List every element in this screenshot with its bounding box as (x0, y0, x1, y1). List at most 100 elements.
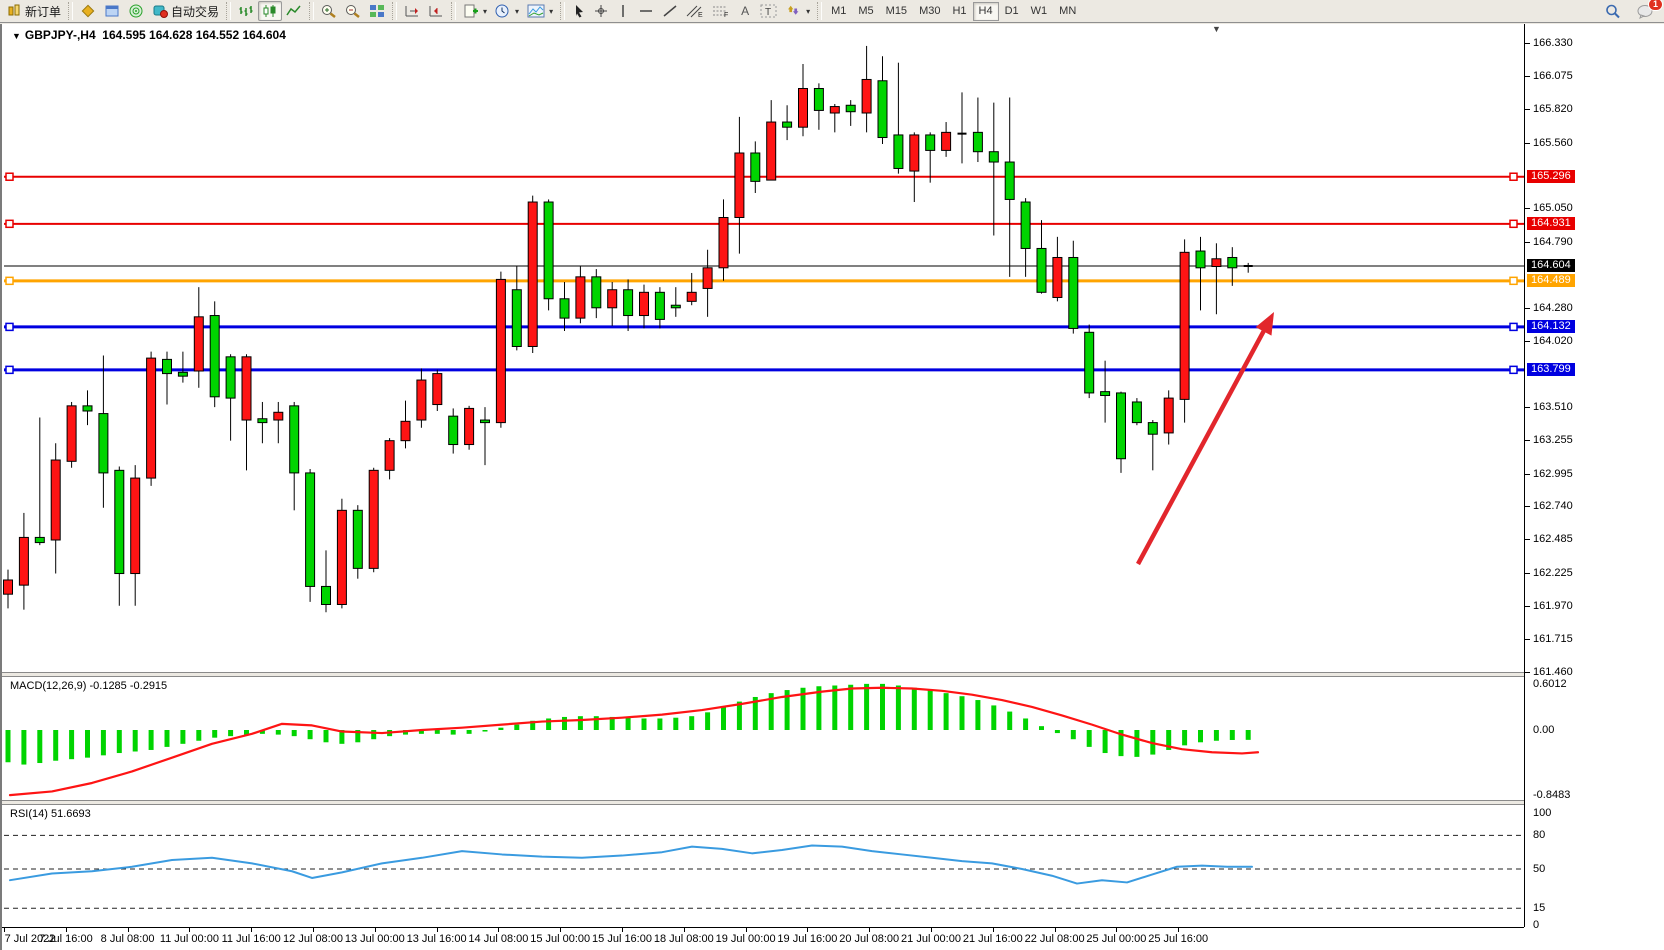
text-label-tool-button[interactable]: T (756, 1, 782, 21)
price-tick-mark (1525, 572, 1530, 574)
line-handle[interactable] (1509, 365, 1518, 375)
timeframe-button-W1[interactable]: W1 (1030, 5, 1048, 17)
timeframe-button-H4[interactable]: H4 (972, 1, 999, 21)
price-tick-label: 165.560 (1533, 136, 1573, 149)
channel-tool-button[interactable]: E (682, 1, 708, 21)
support-line-164132[interactable] (4, 322, 1524, 332)
chart-shift-icon (429, 6, 443, 17)
line-handle[interactable] (1509, 219, 1518, 229)
templates-button[interactable]: ▾ (459, 1, 491, 21)
line-handle[interactable] (1509, 172, 1518, 181)
toolbar-right: 1 (1601, 0, 1663, 21)
cursor-tool-button[interactable] (568, 1, 590, 21)
rsi-panel-canvas[interactable] (2, 805, 1524, 927)
price-axis[interactable]: 166.330 166.075 165.820 165.560 165.050 164.7… (1525, 24, 1664, 950)
chart-shift-marker[interactable]: ▼ (1212, 24, 1221, 34)
timeframe-button-M5[interactable]: M5 (858, 5, 874, 17)
periods-button[interactable]: ▾ (491, 1, 523, 21)
time-label: 19 Jul 00:00 (715, 933, 776, 945)
new-order-label: 新订单 (25, 4, 62, 19)
time-axis-divider (2, 927, 1524, 928)
new-order-button[interactable]: 新订单 (4, 1, 65, 21)
candle (241, 354, 252, 471)
collapse-triangle-icon[interactable]: ▼ (12, 31, 21, 41)
market-watch-button[interactable] (124, 1, 148, 21)
zoom-in-button[interactable] (317, 1, 341, 21)
resistance-line-165296[interactable] (4, 172, 1524, 181)
line-handle[interactable] (5, 322, 14, 332)
notifications-button[interactable]: 1 (1633, 0, 1663, 21)
line-handle[interactable] (5, 276, 14, 286)
candle (146, 351, 157, 486)
time-axis[interactable]: 7 Jul 2022 7 Jul 16:00 8 Jul 08:00 11 Jul 0… (2, 928, 1524, 950)
rsi-scale-label: 50 (1533, 863, 1546, 875)
candle (18, 512, 29, 610)
chart-windows-button[interactable] (100, 1, 124, 21)
macd-panel-canvas[interactable] (2, 677, 1524, 800)
time-tick-mark (498, 928, 500, 932)
bar-chart-button[interactable] (234, 1, 258, 21)
candle (607, 281, 618, 326)
line-handle[interactable] (5, 219, 14, 229)
line-handle[interactable] (5, 172, 14, 181)
price-tick-mark (1525, 341, 1530, 343)
horizontal-line-icon (640, 10, 653, 12)
time-label: 25 Jul 00:00 (1086, 933, 1147, 945)
macd-panel-divider[interactable] (2, 672, 1664, 677)
rsi-scale-label: 100 (1533, 807, 1552, 819)
zoom-out-icon (346, 5, 360, 18)
rsi-scale-label: 0 (1533, 919, 1540, 931)
toolbar-separator (560, 2, 566, 20)
fibonacci-tool-button[interactable]: F (708, 1, 734, 21)
chart-window[interactable]: ▼ GBPJPY-,H4 164.595 164.628 164.552 164.… (0, 24, 1664, 950)
rsi-scale-label: 80 (1533, 829, 1546, 842)
horizontal-line-tool-button[interactable] (634, 1, 658, 21)
zoom-out-button[interactable] (341, 1, 365, 21)
timeframe-button-M1[interactable]: M1 (831, 5, 847, 17)
price-tick-label: 161.460 (1533, 665, 1573, 678)
trendline-tool-button[interactable] (658, 1, 682, 21)
candle (511, 266, 522, 351)
indicator-list-button[interactable] (76, 1, 100, 21)
trend-arrow[interactable] (1136, 312, 1274, 566)
indicators-button[interactable]: ▾ (523, 1, 557, 21)
price-chart-canvas[interactable] (2, 24, 1524, 674)
autotrading-button[interactable]: 自动交易 (148, 1, 223, 21)
price-tick-mark (1525, 76, 1530, 78)
pivot-line-164489[interactable] (4, 276, 1524, 286)
vertical-line-tool-button[interactable] (612, 1, 634, 21)
candle (813, 83, 824, 130)
time-label: 15 Jul 16:00 (592, 933, 652, 945)
tile-windows-button[interactable] (365, 1, 389, 21)
text-tool-button[interactable]: A (734, 1, 756, 21)
timeframe-button-H1[interactable]: H1 (952, 5, 967, 17)
line-handle[interactable] (1509, 276, 1518, 286)
support-line-163799[interactable] (4, 365, 1524, 375)
resistance-line-164931[interactable] (4, 219, 1524, 229)
price-tick-label: 162.995 (1533, 467, 1573, 480)
timeframe-button-D1[interactable]: D1 (1004, 5, 1019, 17)
price-tick-label: 164.280 (1533, 301, 1573, 314)
toolbar-separator (451, 2, 457, 20)
price-badge-165.296: 165.296 (1527, 169, 1575, 183)
toolbar-separator (226, 2, 232, 20)
price-tick-mark (1525, 109, 1530, 111)
line-handle[interactable] (5, 365, 14, 375)
crosshair-icon (595, 5, 608, 17)
arrows-tool-button[interactable]: ▾ (782, 1, 814, 21)
time-label: 21 Jul 16:00 (962, 933, 1023, 945)
candle (448, 408, 459, 454)
autotrading-icon (153, 5, 169, 18)
search-button[interactable] (1601, 1, 1625, 21)
candlestick-chart-button[interactable] (258, 1, 283, 21)
line-chart-button[interactable] (282, 1, 306, 21)
crosshair-tool-button[interactable] (590, 1, 612, 21)
timeframe-button-MN[interactable]: MN (1059, 5, 1077, 17)
time-label: 15 Jul 00:00 (530, 933, 591, 945)
rsi-panel-divider[interactable] (2, 800, 1664, 805)
auto-scroll-button[interactable] (400, 1, 424, 21)
timeframe-button-M15[interactable]: M15 (885, 5, 908, 17)
timeframe-button-M30[interactable]: M30 (919, 5, 941, 17)
line-handle[interactable] (1509, 322, 1518, 332)
chart-shift-button[interactable] (424, 1, 448, 21)
